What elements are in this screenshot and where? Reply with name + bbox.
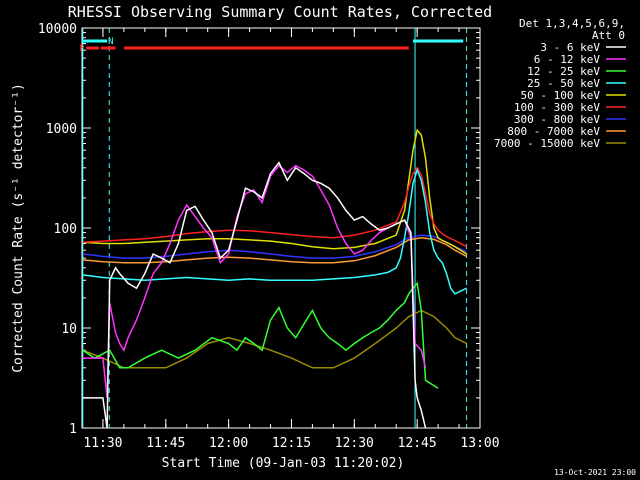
series-line xyxy=(82,161,427,428)
y-axis-label: Corrected Count Rate (s⁻¹ detector⁻¹) xyxy=(11,83,26,373)
footer-timestamp: 13-Oct-2021 23:00 xyxy=(554,468,636,477)
y-tick-label: 10000 xyxy=(38,22,77,37)
x-tick-label: 12:15 xyxy=(272,436,311,451)
legend-header-line-2: Att 0 xyxy=(592,29,625,42)
series-line xyxy=(82,164,427,398)
legend-header-line-1: Det 1,3,4,5,6,9, xyxy=(519,17,625,30)
series-line xyxy=(82,166,467,248)
legend-label: 12 - 25 keV xyxy=(527,65,600,78)
flare-flag-label: F xyxy=(79,44,84,54)
x-tick-label: 12:30 xyxy=(335,436,374,451)
x-tick-label: 11:30 xyxy=(83,436,122,451)
series-line xyxy=(82,281,439,389)
legend-label: 300 - 800 keV xyxy=(514,113,600,126)
series-line xyxy=(82,236,467,264)
legend-label: 50 - 100 keV xyxy=(521,89,601,102)
x-tick-label: 13:00 xyxy=(460,436,499,451)
legend-label: 3 - 6 keV xyxy=(540,41,600,54)
legend-label: 25 - 50 keV xyxy=(527,77,600,90)
legend-label: 6 - 12 keV xyxy=(534,53,601,66)
night-flag-label: N xyxy=(108,37,113,47)
series-line xyxy=(82,167,467,295)
series-lines xyxy=(82,128,467,428)
y-tick-label: 1000 xyxy=(46,122,77,137)
legend-label: 100 - 300 keV xyxy=(514,101,600,114)
x-axis-label: Start Time (09-Jan-03 11:20:02) xyxy=(162,456,405,471)
series-line xyxy=(82,234,467,259)
x-tick-label: 11:45 xyxy=(146,436,185,451)
chart-title: RHESSI Observing Summary Count Rates, Co… xyxy=(68,3,492,21)
y-tick-label: 1 xyxy=(69,422,77,437)
legend-label: 7000 - 15000 keV xyxy=(494,137,600,150)
plot-area: 1 10 100 1000 10000 11:30 11:45 12:00 12:15 12:30… xyxy=(38,22,500,451)
y-tick-label: 100 xyxy=(54,222,77,237)
legend-label: 800 - 7000 keV xyxy=(507,125,600,138)
y-tick-label: 10 xyxy=(61,322,77,337)
x-tick-label: 12:45 xyxy=(398,436,437,451)
series-line xyxy=(82,309,467,369)
x-tick-label: 12:00 xyxy=(209,436,248,451)
